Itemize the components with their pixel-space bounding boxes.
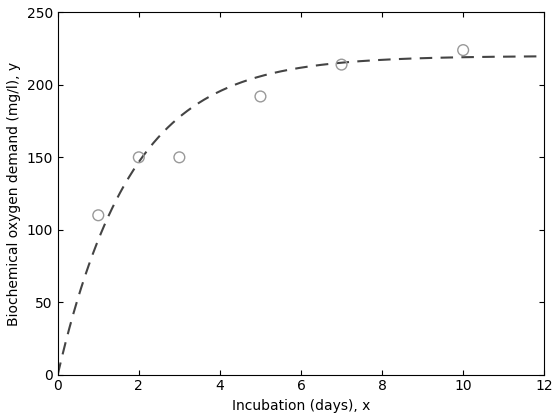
Point <box>134 154 143 161</box>
Point <box>459 47 468 53</box>
Y-axis label: Biochemical oxygen demand (mg/l), y: Biochemical oxygen demand (mg/l), y <box>7 61 21 326</box>
Point <box>337 61 346 68</box>
Point <box>94 212 102 219</box>
X-axis label: Incubation (days), x: Incubation (days), x <box>232 399 370 413</box>
Point <box>175 154 184 161</box>
Point <box>256 93 265 100</box>
